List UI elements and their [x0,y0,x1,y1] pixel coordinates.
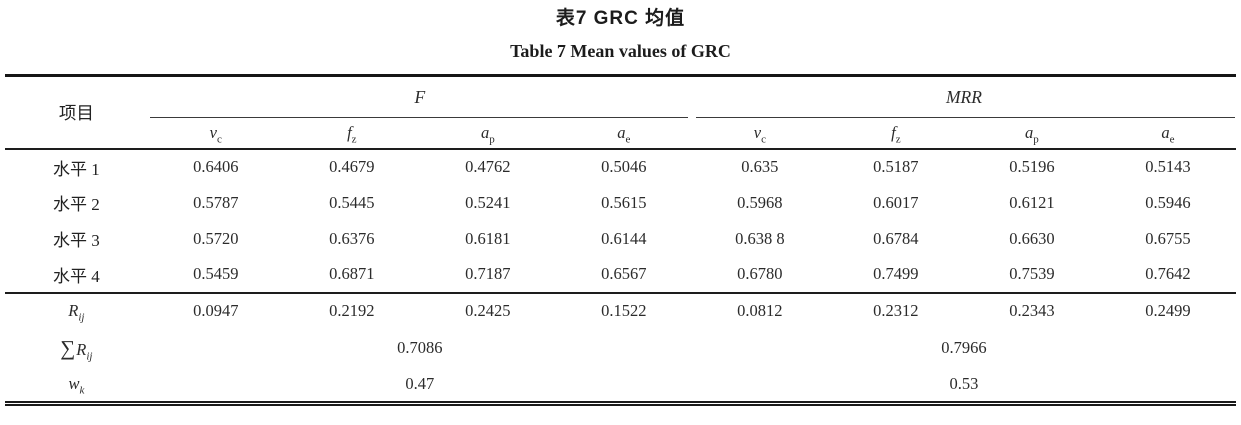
cell-value: 0.2312 [873,301,919,320]
cell-value: 0.5196 [1009,157,1055,176]
cell-value-sum-f: 0.7086 [397,338,443,357]
subheader-mrr-vc: vc [692,118,828,149]
cell-value: 0.6784 [873,228,919,248]
cell-value: 0.6376 [329,228,375,248]
cell-value: 0.5615 [601,192,647,212]
cell-value: 0.6017 [873,192,919,212]
var-symbol: a [1161,122,1170,142]
var-subscript: e [1169,132,1175,145]
table-row-level-4: 水平 4 0.5459 0.6871 0.7187 0.6567 0.6780 … [5,257,1236,293]
cell-value: 0.5720 [193,228,239,248]
cell-value: 0.6181 [465,228,511,248]
cell-value: 0.6567 [601,264,647,283]
sigma-symbol: ∑ [60,335,76,360]
cell-value: 0.6755 [1145,228,1191,248]
table-row-sum-rij: ∑Rij 0.7086 0.7966 [5,329,1236,368]
cell-value: 0.6780 [737,264,783,283]
cell-value: 0.5241 [465,192,511,212]
var-symbol: f [347,122,352,142]
subheader-f-fz: fz [284,118,420,149]
var-subscript: c [217,132,222,145]
var-symbol: R [76,339,87,359]
var-subscript: p [1033,132,1039,145]
cell-value: 0.5143 [1145,157,1191,176]
var-symbol: v [753,122,762,142]
cell-value: 0.6630 [1009,228,1055,248]
group-header-f: F [148,76,692,118]
var-symbol: R [68,301,79,320]
subheader-mrr-fz: fz [828,118,964,149]
cell-value: 0.5459 [193,264,239,283]
cell-value: 0.5046 [601,157,647,176]
row-label: 水平 1 [53,159,100,179]
var-symbol: a [480,122,490,142]
table-row-level-2: 水平 2 0.5787 0.5445 0.5241 0.5615 0.5968 … [5,185,1236,221]
var-subscript: z [351,132,357,145]
grc-table-container: 项目 F MRR vc fz ap ae vc fz ap ae 水平 1 [5,74,1236,406]
table-caption-chinese: 表7 GRC 均值 [555,8,686,29]
cell-value: 0.2425 [465,301,511,320]
cell-value: 0.5946 [1145,192,1191,212]
cell-value-wk-f: 0.47 [405,374,435,394]
table-row-rij: Rij 0.0947 0.2192 0.2425 0.1522 0.0812 0… [5,293,1236,329]
var-symbol: w [68,374,80,394]
subheader-f-vc: vc [148,118,284,149]
var-symbol: f [891,122,896,142]
cell-value: 0.635 [741,157,779,176]
var-symbol: v [209,122,217,142]
table-caption-english: Table 7 Mean values of GRC [510,41,731,61]
table-row-level-1: 水平 1 0.6406 0.4679 0.4762 0.5046 0.635 0… [5,149,1236,185]
cell-value: 0.1522 [601,301,647,320]
cell-value: 0.638 8 [735,228,785,248]
cell-value: 0.2499 [1145,301,1191,320]
var-subscript: z [895,132,901,145]
subheader-f-ae: ae [556,118,692,149]
row-label-sum-rij: ∑Rij [5,329,148,368]
cell-value: 0.4679 [329,157,375,176]
row-label: 水平 3 [53,231,100,250]
cell-value: 0.4762 [465,157,511,176]
grc-mean-values-table: 项目 F MRR vc fz ap ae vc fz ap ae 水平 1 [5,74,1236,406]
cell-value: 0.5187 [873,157,919,176]
cell-value: 0.7642 [1145,264,1191,283]
subheader-mrr-ae: ae [1100,118,1236,149]
var-subscript: e [625,132,631,145]
var-symbol: a [1025,122,1034,142]
row-label: 水平 2 [53,195,100,214]
cell-value: 0.7499 [873,264,919,283]
var-subscript: c [761,132,766,145]
var-symbol: a [617,122,626,142]
item-header-cell: 项目 [58,102,94,123]
var-subscript: k [79,384,85,397]
row-label-wk: wk [5,368,148,404]
header-group-row: 项目 F MRR [5,76,1236,123]
table-row-wk: wk 0.47 0.53 [5,368,1236,404]
cell-value: 0.6121 [1009,192,1055,212]
cell-value: 0.6871 [329,264,375,283]
cell-value: 0.6144 [601,228,647,248]
cell-value: 0.2343 [1009,301,1055,320]
var-subscript: ij [78,311,85,324]
subheader-mrr-ap: ap [964,118,1100,149]
row-label: 水平 4 [53,266,100,286]
cell-value: 0.7187 [465,264,511,283]
cell-value: 0.5445 [329,192,375,212]
group-header-mrr: MRR [692,76,1236,118]
cell-value-sum-mrr: 0.7966 [941,338,987,357]
cell-value-wk-mrr: 0.53 [949,374,979,394]
cell-value: 0.6406 [193,157,239,176]
cell-value: 0.2192 [329,301,375,320]
cell-value: 0.7539 [1009,264,1055,283]
table-row-level-3: 水平 3 0.5720 0.6376 0.6181 0.6144 0.638 8… [5,221,1236,257]
cell-value: 0.5968 [737,192,783,212]
row-label-rij: Rij [5,293,148,329]
var-subscript: p [489,132,495,145]
cell-value: 0.0947 [193,301,239,320]
header-sub-row: vc fz ap ae vc fz ap ae [5,118,1236,149]
var-subscript: ij [86,349,93,362]
subheader-f-ap: ap [420,118,556,149]
cell-value: 0.0812 [737,301,783,320]
cell-value: 0.5787 [193,192,239,212]
